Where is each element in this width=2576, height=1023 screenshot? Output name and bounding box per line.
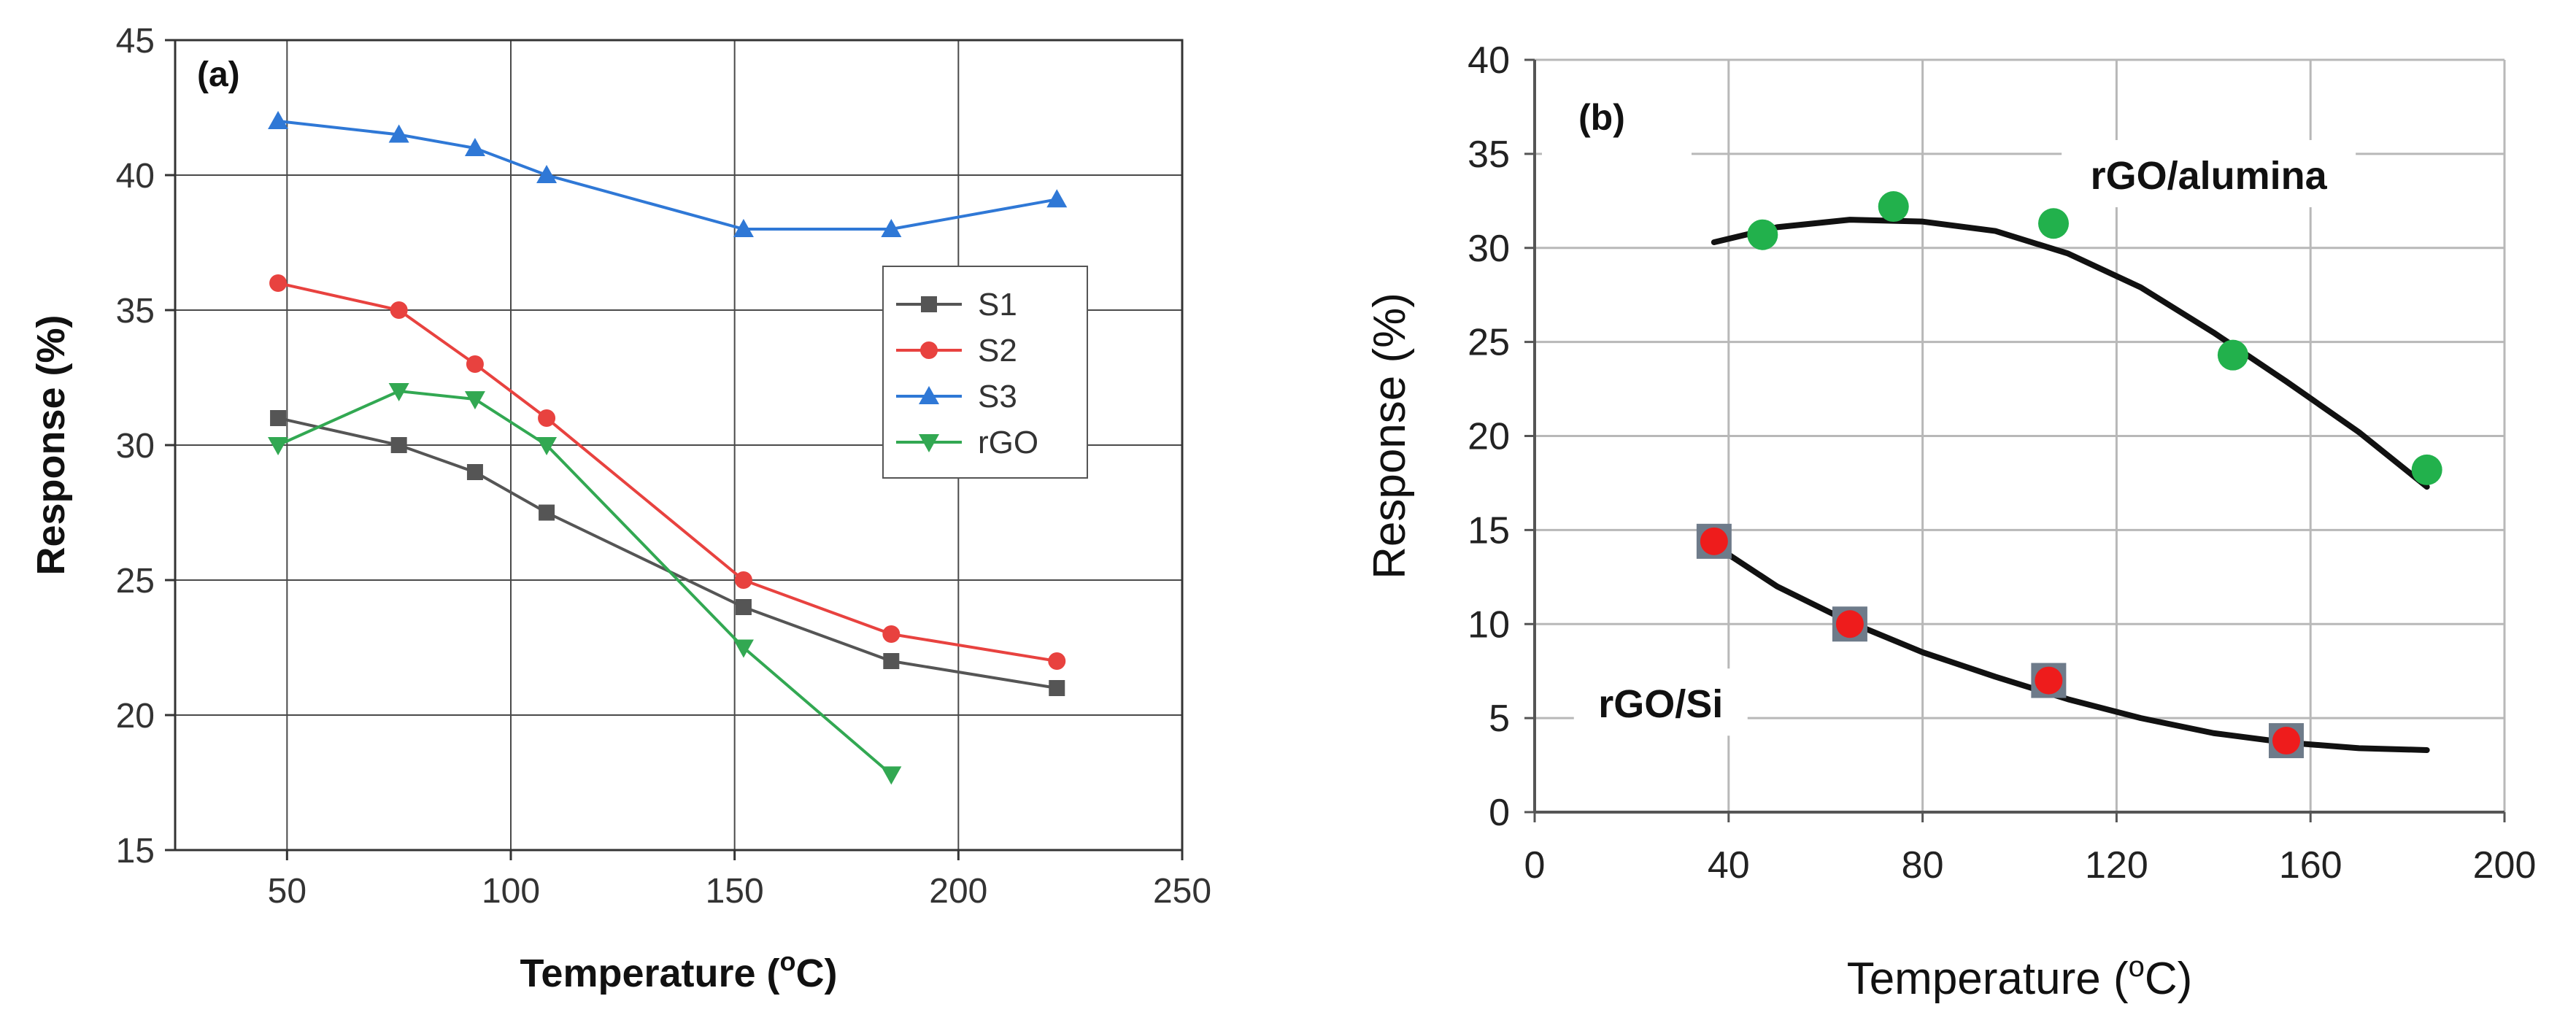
trend-line-0 xyxy=(1711,217,2430,490)
x-tick-label-b: 120 xyxy=(2085,844,2148,887)
legend-label-rGO: rGO xyxy=(978,425,1038,460)
data-point-S3 xyxy=(268,111,289,129)
x-tick-label-b: 80 xyxy=(1902,844,1944,887)
data-point-S1 xyxy=(883,653,900,669)
y-tick-label-b: 40 xyxy=(1468,39,1510,82)
data-point-1 xyxy=(1700,527,1728,555)
x-tick-label-b: 160 xyxy=(2279,844,2342,887)
data-point-S2 xyxy=(734,571,752,589)
data-point-S3 xyxy=(881,219,902,237)
data-point-rGO xyxy=(536,437,558,455)
y-tick-label-a: 15 xyxy=(116,832,155,870)
legend-label-S3: S3 xyxy=(978,379,1017,414)
x-tick-label-a: 250 xyxy=(1153,872,1211,911)
x-axis-title-sup-b: o xyxy=(2129,951,2145,983)
data-point-S3 xyxy=(388,124,409,143)
data-point-S2 xyxy=(882,625,901,643)
trend-line-1 xyxy=(1711,541,2430,753)
data-point-S1 xyxy=(539,504,555,521)
data-point-S2 xyxy=(466,355,484,373)
data-point-0 xyxy=(1878,191,1909,223)
data-point-S3 xyxy=(464,138,485,156)
data-point-rGO xyxy=(464,391,485,410)
data-point-1 xyxy=(1835,610,1864,638)
data-point-0 xyxy=(2217,339,2248,371)
annotation-bg-0 xyxy=(2062,139,2356,207)
data-point-S3 xyxy=(1046,189,1068,208)
annotation-bg-1 xyxy=(1573,668,1748,736)
x-tick-label-b: 200 xyxy=(2473,844,2537,887)
data-point-rGO xyxy=(268,437,289,455)
x-axis-title-main-a: Temperature ( xyxy=(520,951,779,995)
panel-label-b: (b) xyxy=(1578,97,1625,138)
data-point-0 xyxy=(2038,208,2070,239)
x-axis-title-end-b: C) xyxy=(2145,954,2192,1004)
x-axis-title-sup-a: o xyxy=(780,946,796,976)
annotation-label-1: rGO/Si xyxy=(1598,682,1723,726)
y-tick-label-a: 45 xyxy=(116,22,155,61)
y-tick-label-b: 30 xyxy=(1468,228,1510,270)
data-point-S1 xyxy=(466,464,483,480)
annotation-label-0: rGO/alumina xyxy=(2091,154,2328,198)
y-tick-label-b: 10 xyxy=(1468,603,1510,646)
data-point-S1 xyxy=(735,599,752,615)
data-point-rGO xyxy=(388,383,409,401)
y-tick-label-a: 20 xyxy=(116,697,155,736)
x-tick-label-a: 200 xyxy=(929,872,987,911)
x-tick-label-a: 150 xyxy=(706,872,764,911)
data-point-rGO xyxy=(733,639,754,658)
y-tick-label-b: 25 xyxy=(1468,322,1510,364)
y-tick-label-b: 35 xyxy=(1468,134,1510,176)
y-tick-label-b: 0 xyxy=(1489,792,1510,834)
data-point-S2 xyxy=(1048,652,1066,670)
legend-marker-rGO xyxy=(919,434,939,452)
legend-marker-S3 xyxy=(919,386,939,404)
panel-label-bg-b xyxy=(1542,88,1692,157)
y-tick-label-a: 25 xyxy=(116,562,155,601)
x-axis-title-main-b: Temperature ( xyxy=(1847,954,2129,1004)
x-axis-title-a: Temperature (oC) xyxy=(520,946,837,995)
chart-b: 0 40 80 120 160 200 0 5 10 15 20 25 30 35 40 Temperatur… xyxy=(1365,39,2537,1004)
data-point-0 xyxy=(1747,219,1778,250)
data-point-S3 xyxy=(733,219,754,237)
x-axis-title-end-a: C) xyxy=(796,951,838,995)
series-line-rGO xyxy=(277,389,892,776)
data-point-S3 xyxy=(536,165,558,183)
x-axis-title-b: Temperature (oC) xyxy=(1847,951,2193,1004)
y-tick-label-a: 30 xyxy=(116,427,155,466)
data-point-rGO xyxy=(881,766,902,785)
legend-marker-S2 xyxy=(920,341,938,359)
data-point-S1 xyxy=(1049,680,1065,696)
y-axis-title-a: Response (%) xyxy=(29,314,73,575)
legend-label-S1: S1 xyxy=(978,287,1017,323)
x-tick-label-a: 50 xyxy=(268,872,306,911)
data-point-1 xyxy=(2272,727,2300,755)
legend-label-S2: S2 xyxy=(978,333,1017,368)
data-point-1 xyxy=(2035,666,2063,695)
chart-a: 50 100 150 200 250 15 20 25 30 35 40 45 Temperature … xyxy=(29,22,1211,995)
x-tick-label-a: 100 xyxy=(482,872,540,911)
y-tick-label-a: 40 xyxy=(116,157,155,196)
legend-marker-S1 xyxy=(921,296,937,312)
y-tick-label-b: 5 xyxy=(1489,698,1510,740)
panel-label-a: (a) xyxy=(197,55,240,94)
data-point-S2 xyxy=(390,301,408,319)
x-tick-label-b: 40 xyxy=(1708,844,1750,887)
data-point-S2 xyxy=(269,274,288,292)
y-tick-label-b: 20 xyxy=(1468,416,1510,458)
y-axis-title-b: Response (%) xyxy=(1365,293,1415,579)
data-point-0 xyxy=(2411,454,2442,485)
y-tick-label-b: 15 xyxy=(1468,509,1510,552)
y-tick-label-a: 35 xyxy=(116,292,155,331)
data-point-S2 xyxy=(538,409,556,427)
x-tick-label-b: 0 xyxy=(1524,844,1546,887)
data-point-S1 xyxy=(270,410,287,426)
data-point-S1 xyxy=(390,437,407,453)
